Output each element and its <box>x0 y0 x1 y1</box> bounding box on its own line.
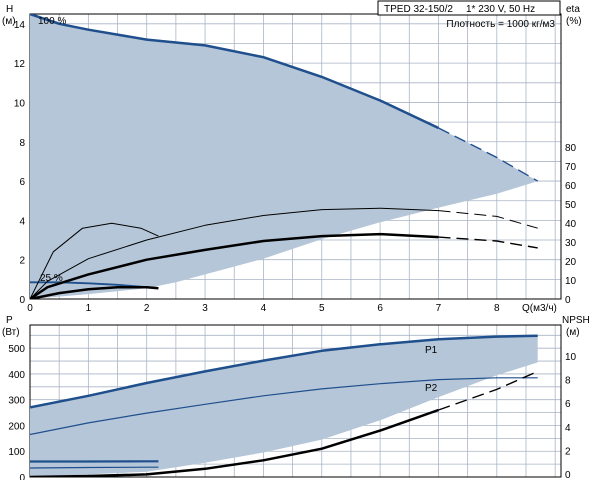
info-supply: 1* 230 V, 50 Hz <box>466 4 535 15</box>
top-right-tick-label: 80 <box>565 143 577 154</box>
info-model: TPED 32-150/2 <box>384 4 453 15</box>
top-right-tick-label: 30 <box>565 238 577 249</box>
bottom-left-tick-label: 400 <box>8 370 25 381</box>
bottom-right-tick-label: 4 <box>565 423 571 434</box>
speed-label-25: 25 % <box>40 273 63 284</box>
bottom-right-tick-label: 8 <box>565 376 571 387</box>
bottom-left-axis-unit: (Вт) <box>2 327 20 338</box>
bottom-right-tick-label: 2 <box>565 446 571 457</box>
bottom-left-tick-label: 500 <box>8 344 25 355</box>
top-left-tick-label: 2 <box>19 256 25 267</box>
curves-layer <box>30 14 539 477</box>
top-left-tick-label: 10 <box>14 98 26 109</box>
top-left-tick-label: 8 <box>19 138 25 149</box>
x-tick-label: 1 <box>86 303 92 314</box>
top-left-tick-label: 0 <box>19 295 25 306</box>
top-head-100-line <box>30 14 440 130</box>
bottom-left-tick-label: 300 <box>8 396 25 407</box>
x-axis-label: Q(м3/ч) <box>522 303 557 314</box>
top-left-tick-label: 4 <box>19 216 25 227</box>
top-right-tick-label: 10 <box>565 276 577 287</box>
top-right-tick-label: 60 <box>565 181 577 192</box>
top-eta-25-line <box>30 222 159 299</box>
top-left-tick-label: 6 <box>19 177 25 188</box>
bottom-left-tick-label: 0 <box>19 473 25 480</box>
bottom-left-tick-label: 200 <box>8 421 25 432</box>
operating-area-layer <box>30 14 538 477</box>
x-tick-label: 7 <box>436 303 442 314</box>
x-tick-label: 5 <box>319 303 325 314</box>
bottom-operating-area <box>30 335 538 477</box>
x-tick-label: 3 <box>202 303 208 314</box>
top-right-tick-label: 50 <box>565 200 577 211</box>
x-tick-label: 6 <box>377 303 383 314</box>
top-head-100-dashed-line <box>438 127 539 182</box>
bottom-right-tick-label: 0 <box>565 470 571 480</box>
series-label-p2: P2 <box>425 383 438 394</box>
x-tick-label: 8 <box>494 303 500 314</box>
bottom-right-axis-unit: (м) <box>566 327 580 338</box>
top-left-axis-label: H <box>6 4 13 15</box>
top-right-tick-label: 40 <box>565 219 577 230</box>
info-box <box>377 0 561 16</box>
top-left-axis-unit: (м) <box>2 16 16 27</box>
bottom-left-axis-label: P <box>6 315 13 326</box>
top-right-tick-label: 70 <box>565 162 577 173</box>
bottom-plot-frame <box>29 324 562 478</box>
bottom-npsh-dashed-line <box>438 370 538 411</box>
top-right-tick-label: 20 <box>565 257 577 268</box>
top-right-axis-unit: (%) <box>566 16 582 27</box>
bottom-right-axis-label: NPSH <box>562 315 590 326</box>
bottom-p1-line <box>30 334 538 409</box>
bottom-p2-line <box>30 377 538 436</box>
top-left-tick-label: 12 <box>14 59 26 70</box>
speed-label-100: 100 % <box>38 16 66 27</box>
top-eta-100-line <box>30 207 439 299</box>
bottom-p2-25-line <box>30 466 159 469</box>
top-p2h-100-dashed-line <box>438 236 538 249</box>
top-right-tick-label: 0 <box>565 295 571 306</box>
bottom-left-tick-label: 100 <box>8 447 25 458</box>
top-eta-100-dashed-line <box>438 210 538 229</box>
bottom-npsh-line <box>30 408 439 477</box>
series-label-p1: P1 <box>425 345 438 356</box>
top-right-axis-label: eta <box>566 4 580 15</box>
bottom-right-tick-label: 6 <box>565 399 571 410</box>
top-operating-area <box>30 14 538 299</box>
top-left-tick-label: 14 <box>14 20 26 31</box>
info-density: Плотность = 1000 кг/м3 <box>446 19 555 30</box>
x-tick-label: 4 <box>261 303 267 314</box>
top-p2h-100-line <box>30 232 439 299</box>
bottom-right-tick-label: 10 <box>565 352 577 363</box>
top-p2h-25-line <box>30 285 159 299</box>
x-tick-label: 2 <box>144 303 150 314</box>
x-tick-label: 0 <box>27 303 33 314</box>
